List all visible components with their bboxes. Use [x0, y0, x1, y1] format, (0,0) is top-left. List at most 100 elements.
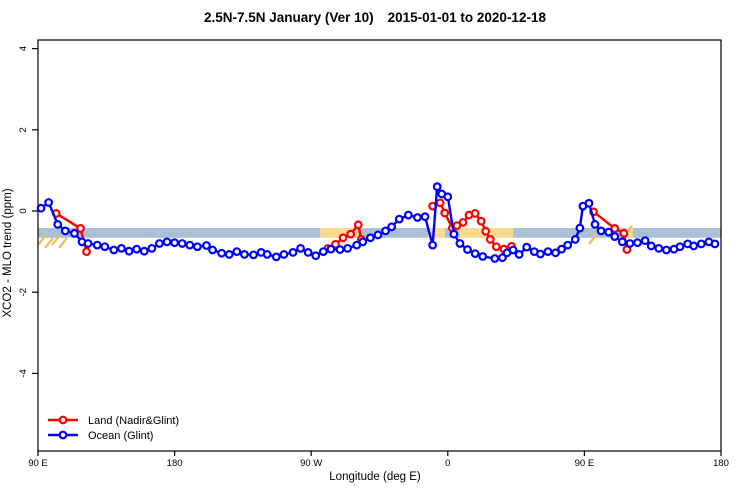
y-tick-label: 4 — [18, 46, 29, 51]
title-dates: 2015-01-01 to 2020-12-18 — [387, 10, 546, 25]
legend-label-ocean: Ocean (Glint) — [88, 430, 153, 442]
land-data-point — [481, 226, 491, 236]
ocean-data-point — [449, 229, 459, 239]
ocean-data-point — [590, 219, 600, 229]
land-data-point — [82, 247, 91, 257]
ocean-data-point — [403, 210, 413, 220]
ocean-data-point — [147, 243, 157, 253]
ocean-data-point — [432, 182, 442, 192]
ocean-data-point — [463, 245, 472, 254]
ocean-data-point — [288, 248, 298, 257]
ocean-data-point — [696, 239, 706, 249]
ocean-data-point — [318, 247, 328, 257]
band-segment-orange — [626, 228, 633, 238]
y-tick-label: 0 — [18, 208, 29, 213]
ocean-data-point — [420, 212, 430, 222]
band-segment-orange — [320, 228, 359, 238]
ocean-data-point — [584, 198, 594, 208]
ocean-data-point — [394, 214, 404, 224]
ocean-data-point — [170, 238, 180, 248]
band-segment-blue — [38, 228, 321, 238]
band-segment-blue — [358, 228, 429, 238]
x-tick-label: 180 — [167, 458, 183, 469]
ocean-data-point — [575, 223, 585, 233]
ocean-data-point — [633, 238, 642, 248]
x-tick-label: 180 — [713, 458, 729, 469]
land-data-point — [485, 235, 495, 244]
y-tick-label: -2 — [18, 288, 29, 296]
ocean-data-point — [646, 241, 656, 251]
ocean-data-point — [326, 244, 336, 254]
land-data-point — [338, 233, 348, 243]
ocean-data-point — [563, 240, 573, 250]
hatch-mark — [44, 237, 54, 249]
ocean-data-point — [443, 192, 453, 202]
land-data-point — [619, 228, 629, 238]
ocean-data-point — [596, 226, 606, 236]
ocean-data-point — [92, 240, 102, 250]
x-axis-label: Longitude (deg E) — [329, 471, 421, 483]
land-data-point — [458, 217, 468, 227]
ocean-data-point — [689, 241, 699, 251]
ocean-data-point — [100, 242, 110, 252]
land-data-point — [610, 224, 620, 233]
hatch-mark — [58, 237, 68, 249]
y-axis-label: XCO2 - MLO trend (ppm) — [2, 188, 14, 318]
ocean-data-point — [625, 239, 635, 248]
land-data-point — [440, 208, 450, 218]
ocean-data-point — [70, 228, 79, 238]
land-data-point — [476, 216, 486, 226]
ocean-data-point — [53, 219, 63, 229]
band-segment-orange — [428, 228, 445, 238]
ocean-data-point — [343, 243, 353, 253]
ocean-data-point — [132, 244, 142, 254]
band-segment-blue — [513, 228, 627, 238]
ocean-data-point — [109, 245, 119, 255]
ocean-data-point — [279, 250, 289, 259]
ocean-data-point — [177, 239, 187, 248]
hatch-mark — [37, 234, 47, 246]
ocean-data-point — [387, 222, 397, 232]
ocean-data-point — [455, 239, 465, 248]
ocean-data-point — [117, 243, 126, 253]
legend-marker-land — [58, 415, 68, 425]
plot-border — [37, 39, 722, 452]
y-tick-label: -4 — [18, 369, 29, 377]
ocean-data-point — [514, 250, 524, 259]
ocean-data-point — [470, 249, 480, 259]
ocean-data-point — [335, 245, 345, 254]
ocean-data-point — [604, 227, 614, 237]
land-data-point — [435, 198, 445, 208]
hatch-mark — [588, 233, 598, 245]
ocean-data-point — [271, 252, 281, 262]
ocean-data-point — [640, 236, 650, 246]
ocean-data-point — [675, 242, 685, 252]
hatch-mark — [51, 234, 61, 246]
ocean-data-point — [551, 248, 560, 258]
ocean-data-point — [654, 243, 664, 253]
ocean-data-point — [522, 242, 532, 252]
legend-label-land: Land (Nadir&Glint) — [88, 415, 179, 427]
ocean-data-point — [249, 250, 258, 260]
page-title: 2.5N-7.5N January (Ver 10) 2015-01-01 to … — [0, 10, 750, 25]
ocean-data-point — [202, 241, 211, 250]
ocean-data-point — [543, 247, 553, 257]
land-data-point — [470, 209, 480, 218]
ocean-data-point — [557, 244, 567, 254]
ocean-data-point — [224, 250, 234, 259]
ocean-data-point — [44, 198, 54, 207]
ocean-data-point — [358, 237, 368, 247]
ocean-data-point — [240, 250, 249, 259]
ocean-data-point — [508, 245, 518, 255]
ocean-data-point — [185, 240, 195, 250]
title-main: 2.5N-7.5N January (Ver 10) — [204, 10, 374, 25]
ocean-data-point — [303, 248, 313, 257]
land-data-point — [491, 242, 501, 252]
ocean-data-point — [83, 239, 93, 248]
band-segment-blue — [632, 228, 721, 238]
ocean-data-point — [36, 203, 46, 213]
ocean-data-point — [124, 246, 134, 256]
ocean-data-point — [232, 247, 242, 257]
ocean-data-point — [365, 233, 375, 243]
ocean-data-point — [413, 213, 422, 222]
